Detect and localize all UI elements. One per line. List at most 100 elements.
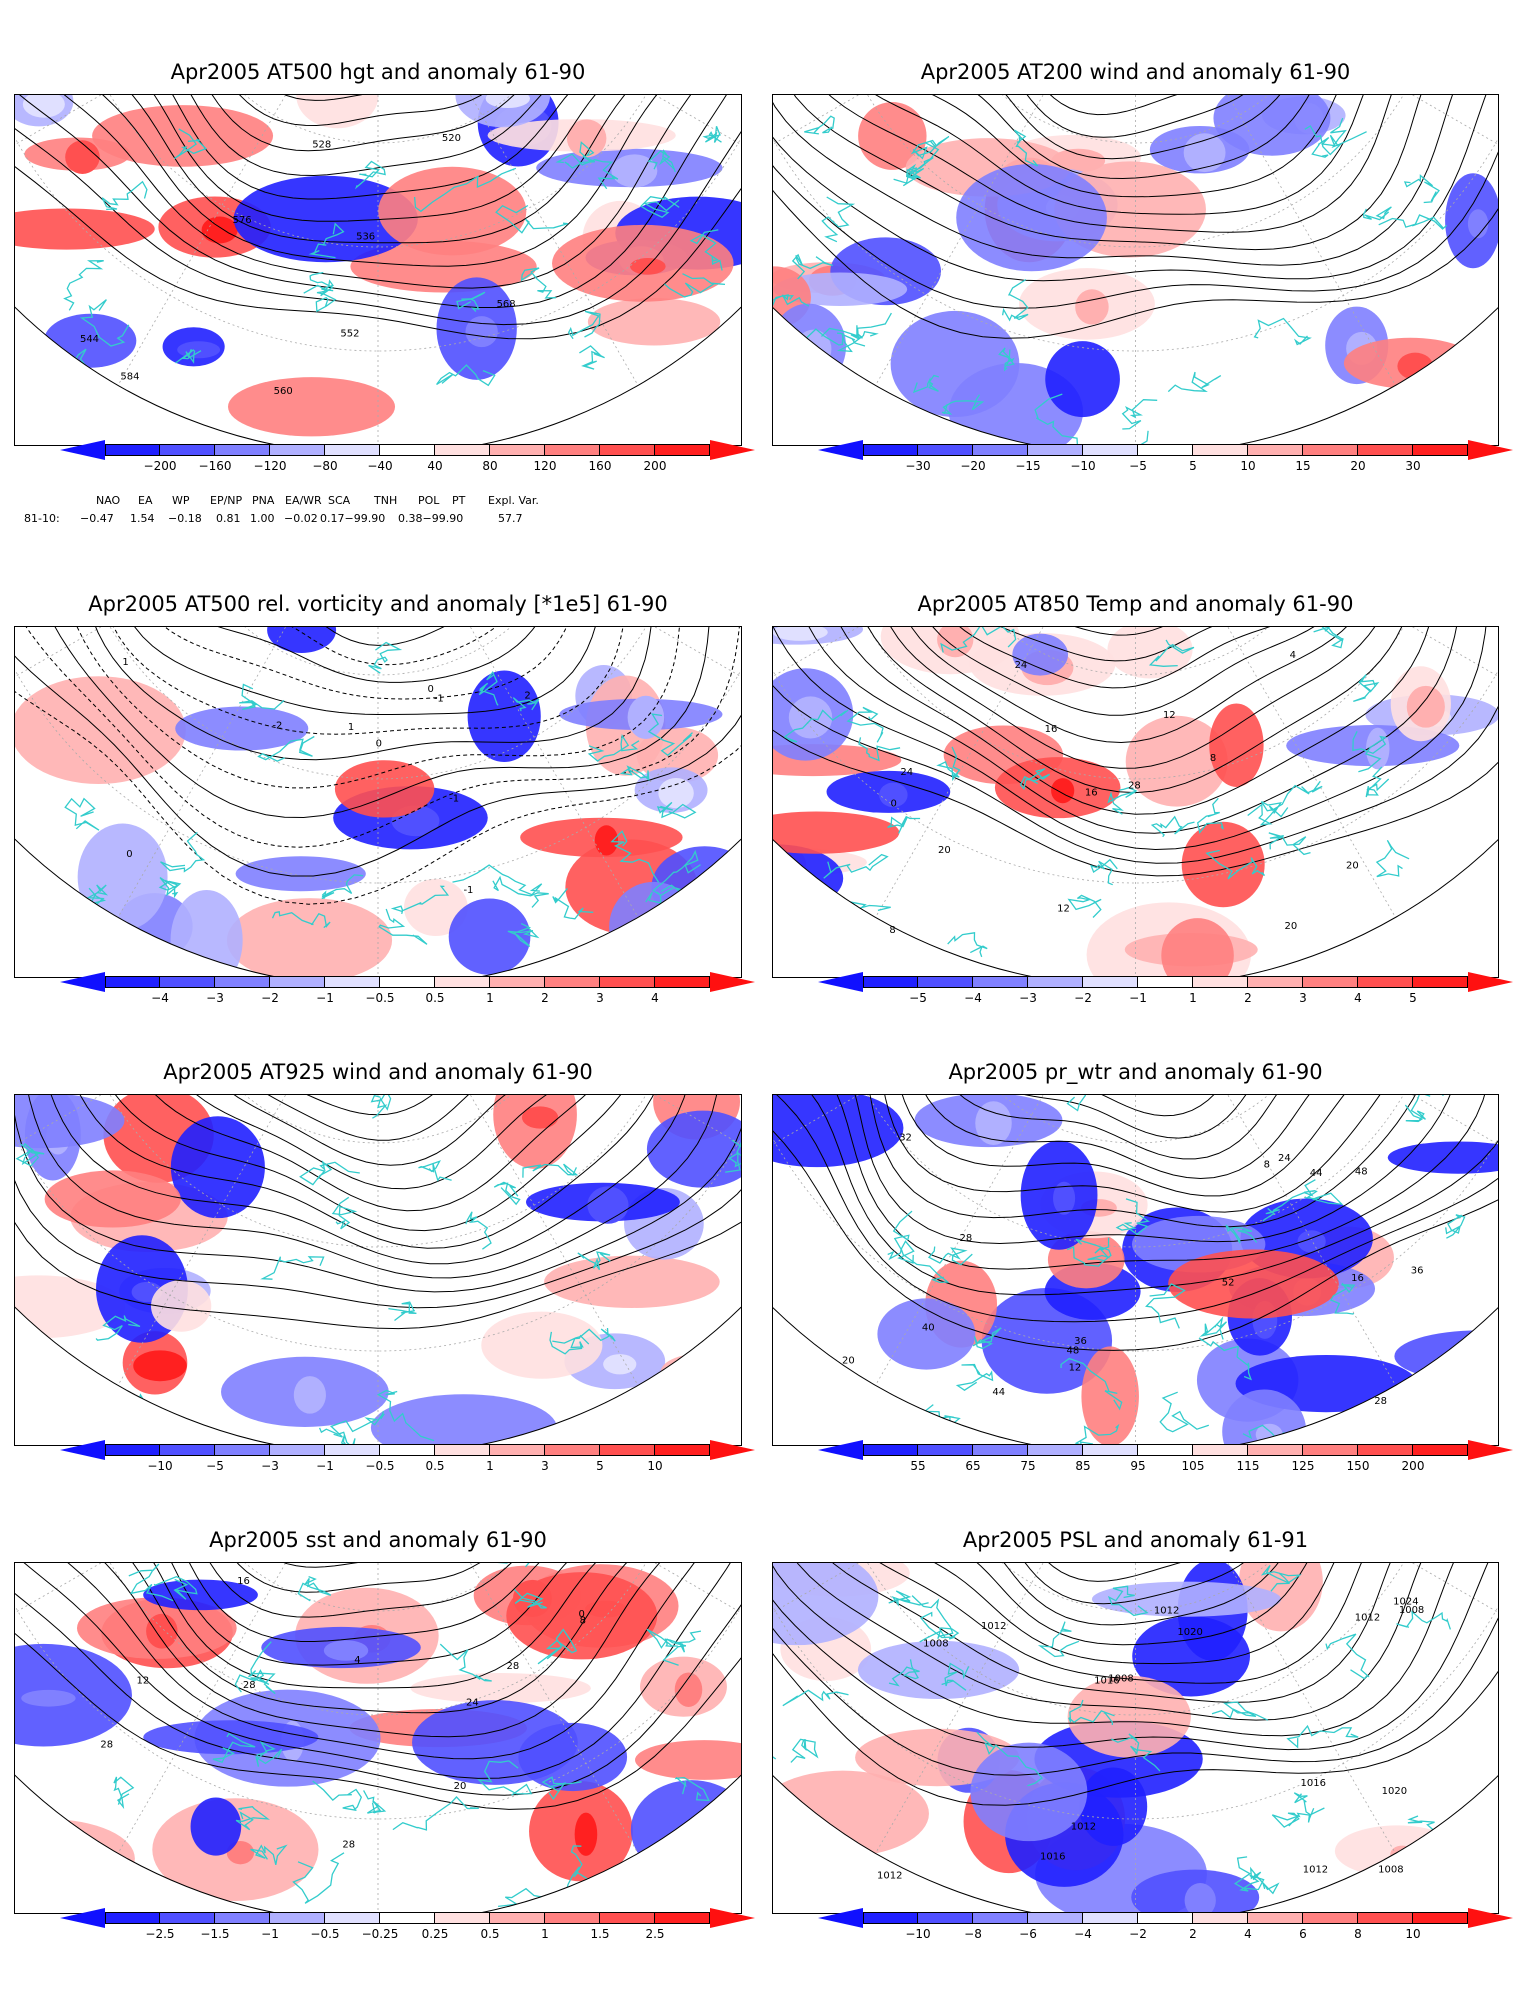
contour-label: 1016 [1094,1675,1119,1686]
coastline [520,267,556,299]
coastline [639,195,680,218]
colorbar-swatch [1358,976,1413,988]
coastline [392,1796,479,1831]
coastline [801,1865,855,1898]
anomaly-shading [378,166,527,256]
coastline [95,1315,141,1341]
colorbar-tick-label: 10 [1240,459,1256,473]
coastline [726,858,741,896]
coastline [255,1740,283,1767]
coastline [331,1196,358,1230]
colorbar [818,1908,1513,1928]
coastline [610,830,660,883]
coastline [160,831,206,873]
coastline [1107,1585,1149,1617]
colorbar-swatch [1193,1912,1248,1924]
contour-line [841,1095,1431,1213]
colorbar [60,972,755,992]
contour-line [134,1095,617,1166]
coastline [319,1427,356,1445]
colorbar-tick-label: 20 [1350,459,1366,473]
coastline [1488,1846,1498,1874]
colorbar-tick-label: 200 [1401,1459,1425,1473]
anomaly-shading [1168,1249,1339,1319]
anomaly-core [1467,209,1489,239]
colorbar-swatch [215,444,270,456]
coastline [363,1790,387,1814]
contour-label: 0 [578,1609,584,1620]
anomaly-shading [857,1640,1020,1700]
coastline [940,627,1017,653]
contour-label: 1008 [923,1638,948,1649]
contour-label: 8 [580,1615,586,1626]
colorbar-tick-label: −200 [143,459,177,473]
colorbar-ticks: −10 −5 −3 −1 −0.5 0.5 1 3 5 10 [60,1459,662,1475]
anomaly-shading [660,1353,741,1391]
coastline [1001,278,1029,322]
anomaly-core [177,341,221,359]
contour-label: 32 [899,1133,912,1144]
coastline [108,1392,133,1424]
map-area: 1012 1016 1020 1008 1012 1016 1020 1024 1012 1008… [772,1562,1499,1914]
colorbar-swatch [918,1912,973,1924]
coastline [1268,832,1311,856]
colorbar-swatch [1028,444,1083,456]
anomaly-core [587,1186,629,1224]
colorbar-swatch [863,976,918,988]
colorbar-tick-label: 4 [1244,1927,1252,1941]
colorbar-swatch [325,444,380,456]
contour-line [77,1563,687,1689]
contour-line [773,1563,1498,1737]
contour-line [860,1563,1408,1646]
latitude-circle [927,627,1344,676]
anomaly-core [1053,1181,1076,1215]
colorbar-tick-label: 1.5 [590,1927,610,1941]
coastline [1205,849,1266,880]
coastline [1304,1190,1344,1205]
coastline [1403,174,1440,204]
colorbar-arrow-left [818,1440,863,1460]
coastline [153,1575,198,1600]
coastline [388,1301,417,1322]
coastline [1365,766,1390,798]
colorbar-tick-label: −10 [1070,459,1096,473]
colorbar-tick-label: −2 [1129,1927,1147,1941]
contour-line [773,627,1498,851]
colorbar-tick-label: 5 [1189,459,1197,473]
index-header: EA/WR [285,494,322,507]
colorbar-tick-label: −80 [312,459,338,473]
colorbar-tick-label: −3 [261,1459,279,1473]
colorbar-arrow-left [818,1908,863,1928]
colorbar-swatch [973,1912,1028,1924]
contour-label: 520 [442,133,461,144]
contour-label: 544 [80,334,99,345]
contour-line [150,1563,629,1618]
colorbar-tick-label: −1.5 [200,1927,230,1941]
contour-label: 28 [342,1839,355,1850]
anomaly-core [521,1106,559,1129]
contour-line [15,95,741,308]
coastline [260,1256,325,1280]
coastline [1090,858,1118,886]
contour-label: 36 [1074,1336,1087,1347]
coastline [1068,1699,1115,1726]
colorbar-swatch [918,444,973,456]
coastline [378,908,428,945]
contour-line [15,627,732,819]
colorbar-tick-label: 0.25 [421,1927,449,1941]
contour-line [104,1563,670,1666]
coastline [1262,1179,1316,1222]
anomaly-shading [226,898,393,977]
contour-line [150,627,622,683]
coastline [495,204,568,234]
map-area: 520 528 536 544 552 560 568 576 584 [14,94,742,446]
colorbar-swatch [1138,976,1193,988]
colorbar-swatch [600,976,655,988]
anomaly-shading [92,105,274,167]
colorbar-swatch [490,976,545,988]
colorbar-swatch [380,444,435,456]
coastline [552,1327,616,1344]
meridian-line [875,1095,1136,1386]
colorbar-tick-label: −5 [1129,459,1147,473]
colorbar-tick-label: 0.5 [425,991,445,1005]
